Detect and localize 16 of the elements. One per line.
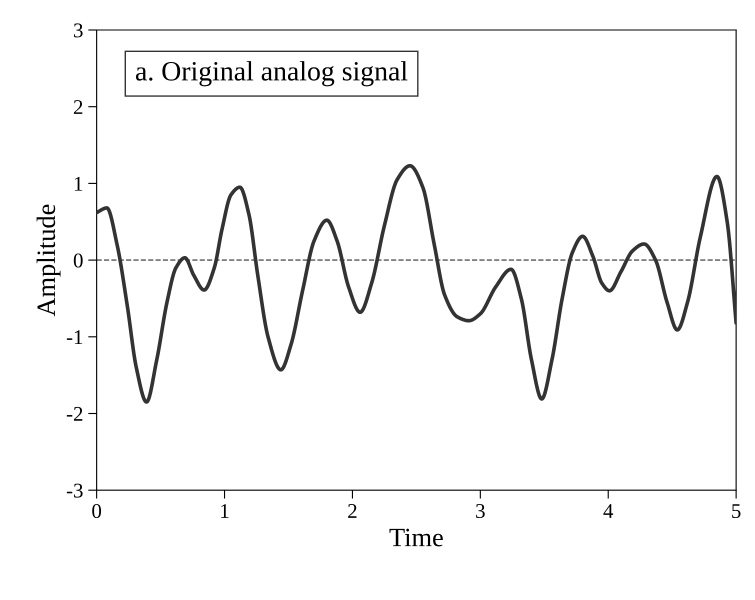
x-tick-label: 2 — [348, 504, 356, 518]
x-tick-label: 5 — [732, 504, 741, 518]
x-tick-label: 1 — [221, 504, 228, 518]
y-tick-label: -3 — [66, 484, 83, 498]
annotation: a. Original analog signal — [136, 61, 408, 86]
y-tick-label: -1 — [66, 330, 82, 344]
y-tick-label: 0 — [74, 253, 83, 268]
y-tick-label: 2 — [74, 100, 82, 114]
y-tick-label: -2 — [66, 406, 82, 421]
x-tick-label: 3 — [476, 504, 485, 518]
y-tick-label: 1 — [74, 176, 82, 191]
y-tick-label: 3 — [74, 23, 83, 38]
x-tick-label: 4 — [603, 504, 614, 518]
x-axis-title: Time — [389, 528, 443, 546]
x-tick-label: 0 — [92, 504, 102, 518]
y-axis-title: Amplitude — [36, 204, 61, 316]
